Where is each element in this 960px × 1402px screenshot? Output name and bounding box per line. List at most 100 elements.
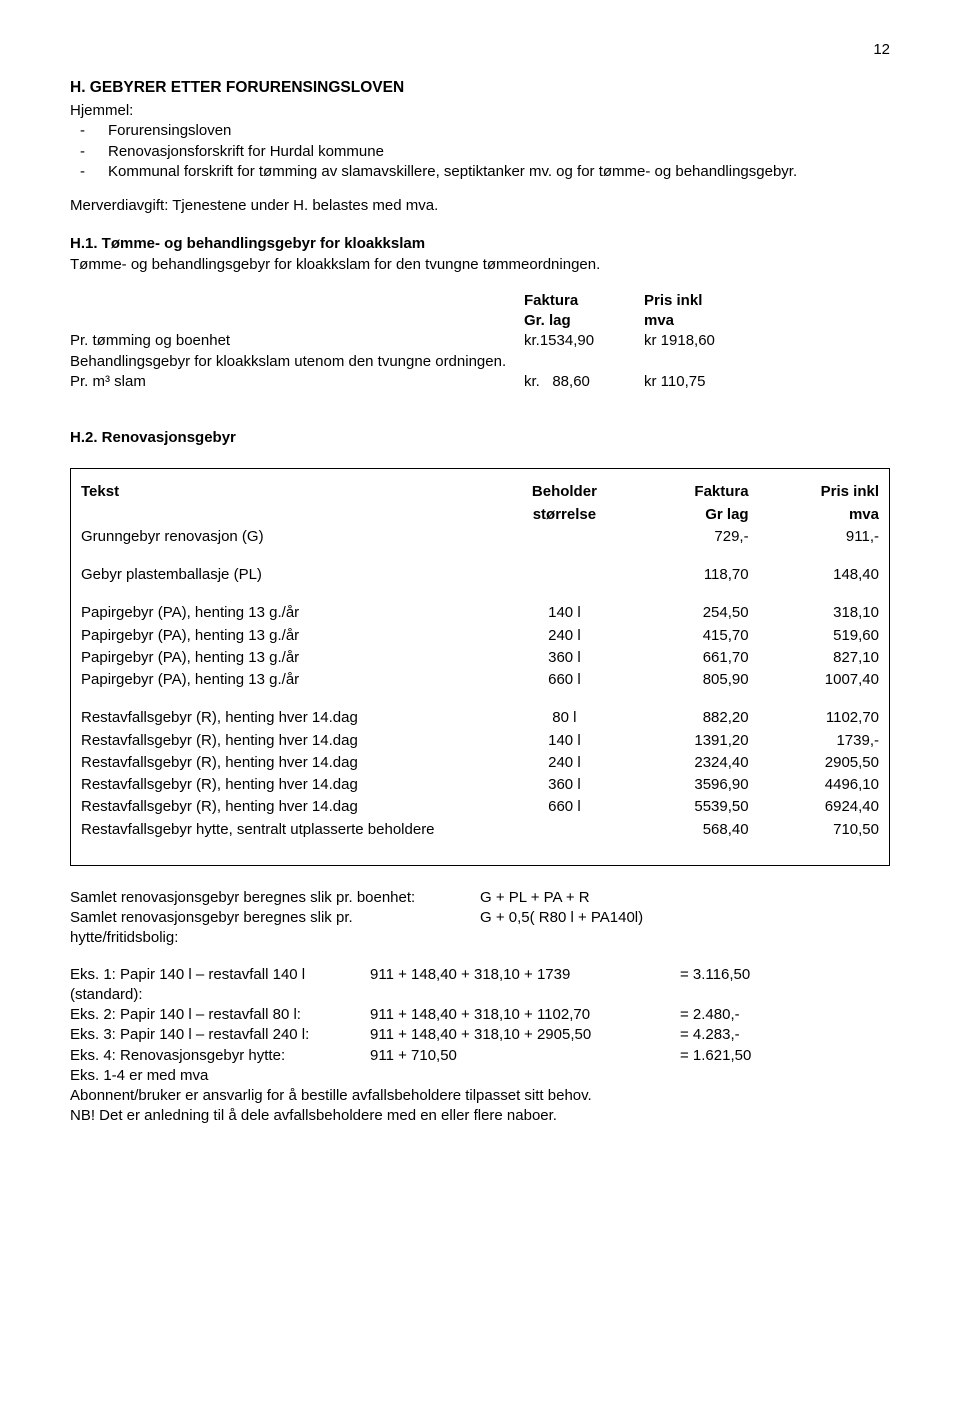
eks-calc: 911 + 148,40 + 318,10 + 2905,50 (370, 1025, 680, 1045)
table-cell-pris: 911,- (755, 526, 885, 548)
h1-title: H.1. Tømme- og behandlingsgebyr for kloa… (70, 234, 890, 254)
footer-line3: NB! Det er anledning til å dele avfallsb… (70, 1106, 890, 1126)
table-cell-tekst: Restavfallsgebyr (R), henting hver 14.da… (75, 796, 505, 818)
table-cell-tekst: Papirgebyr (PA), henting 13 g./år (75, 669, 505, 691)
bullet-item: Renovasjonsforskrift for Hurdal kommune (108, 142, 384, 162)
table-cell-beholder: 140 l (505, 730, 625, 752)
h2-title: H.2. Renovasjonsgebyr (70, 428, 890, 448)
th-faktura: Faktura (624, 481, 754, 503)
table-cell-tekst: Papirgebyr (PA), henting 13 g./år (75, 647, 505, 669)
th-grlag: Gr lag (624, 504, 754, 526)
table-cell-faktura: 661,70 (624, 647, 754, 669)
table-cell-tekst: Papirgebyr (PA), henting 13 g./år (75, 625, 505, 647)
table-cell-faktura: 254,50 (624, 602, 754, 624)
table-cell-pris: 519,60 (755, 625, 885, 647)
table-cell-faktura: 805,90 (624, 669, 754, 691)
table-cell-tekst: Restavfallsgebyr (R), henting hver 14.da… (75, 707, 505, 729)
calc-line2-label: Samlet renovasjonsgebyr beregnes slik pr… (70, 908, 460, 949)
table-cell-pris: 6924,40 (755, 796, 885, 818)
footer-line1: Eks. 1-4 er med mva (70, 1066, 890, 1086)
h1-behandling-line: Behandlingsgebyr for kloakkslam utenom d… (70, 352, 890, 372)
h1-hdr-mva: mva (640, 311, 790, 331)
h1-hdr-grlag: Gr. lag (500, 311, 640, 331)
table-cell-tekst: Restavfallsgebyr hytte, sentralt utplass… (75, 819, 505, 841)
eks-label: Eks. 2: Papir 140 l – restavfall 80 l: (70, 1005, 370, 1025)
table-cell-beholder (505, 564, 625, 586)
table-cell-beholder: 240 l (505, 752, 625, 774)
h1-hdr-prisinkl: Pris inkl (640, 291, 790, 311)
eks-sum: = 1.621,50 (680, 1046, 790, 1066)
section-h-title: H. GEBYRER ETTER FORURENSINGSLOVEN (70, 78, 890, 99)
eks-sum: = 2.480,- (680, 1005, 790, 1025)
table-cell-faktura: 882,20 (624, 707, 754, 729)
table-cell-faktura: 118,70 (624, 564, 754, 586)
h1-row-label: Pr. tømming og boenhet (70, 331, 500, 351)
bullet-dash: - (70, 121, 108, 141)
table-cell-beholder: 360 l (505, 647, 625, 669)
h2-table-container: Tekst Beholder Faktura Pris inkl størrel… (70, 468, 890, 866)
th-mva: mva (755, 504, 885, 526)
table-cell-beholder (505, 819, 625, 841)
table-cell-pris: 318,10 (755, 602, 885, 624)
table-cell-faktura: 3596,90 (624, 774, 754, 796)
table-cell-beholder: 360 l (505, 774, 625, 796)
table-cell-beholder: 660 l (505, 669, 625, 691)
mva-line: Merverdiavgift: Tjenestene under H. bela… (70, 196, 890, 216)
h1-row2-label: Pr. m³ slam (70, 372, 500, 392)
table-cell-faktura: 5539,50 (624, 796, 754, 818)
table-cell-pris: 1739,- (755, 730, 885, 752)
th-storrelse: størrelse (505, 504, 625, 526)
h1-hdr-faktura: Faktura (500, 291, 640, 311)
bullet-item: Kommunal forskrift for tømming av slamav… (108, 162, 797, 182)
h1-intro: Tømme- og behandlingsgebyr for kloakksla… (70, 255, 890, 275)
eks-calc: 911 + 148,40 + 318,10 + 1102,70 (370, 1005, 680, 1025)
table-cell-tekst: Gebyr plastemballasje (PL) (75, 564, 505, 586)
hjemmel-label: Hjemmel: (70, 101, 890, 121)
table-cell-beholder (505, 526, 625, 548)
bullet-dash: - (70, 162, 108, 182)
calc-line1-formula: G + PL + PA + R (480, 888, 780, 908)
bullet-item: Forurensingsloven (108, 121, 231, 141)
table-cell-tekst: Grunngebyr renovasjon (G) (75, 526, 505, 548)
table-cell-tekst: Papirgebyr (PA), henting 13 g./år (75, 602, 505, 624)
table-cell-faktura: 2324,40 (624, 752, 754, 774)
table-cell-beholder: 240 l (505, 625, 625, 647)
table-cell-pris: 710,50 (755, 819, 885, 841)
th-beholder: Beholder (505, 481, 625, 503)
eks-sum: = 3.116,50 (680, 965, 790, 1006)
th-prisinkl: Pris inkl (755, 481, 885, 503)
h1-row-pris: kr 1918,60 (640, 331, 790, 351)
table-cell-pris: 1007,40 (755, 669, 885, 691)
table-cell-pris: 148,40 (755, 564, 885, 586)
table-cell-pris: 2905,50 (755, 752, 885, 774)
table-cell-beholder: 660 l (505, 796, 625, 818)
table-cell-tekst: Restavfallsgebyr (R), henting hver 14.da… (75, 774, 505, 796)
th-tekst: Tekst (75, 481, 505, 503)
table-cell-tekst: Restavfallsgebyr (R), henting hver 14.da… (75, 752, 505, 774)
table-cell-beholder: 140 l (505, 602, 625, 624)
eks-sum: = 4.283,- (680, 1025, 790, 1045)
table-cell-faktura: 1391,20 (624, 730, 754, 752)
h1-row2-pris: kr 110,75 (640, 372, 790, 392)
table-cell-faktura: 729,- (624, 526, 754, 548)
bullet-dash: - (70, 142, 108, 162)
table-cell-faktura: 568,40 (624, 819, 754, 841)
table-cell-pris: 4496,10 (755, 774, 885, 796)
eks-label: Eks. 1: Papir 140 l – restavfall 140 l (… (70, 965, 370, 1006)
table-cell-pris: 827,10 (755, 647, 885, 669)
table-cell-faktura: 415,70 (624, 625, 754, 647)
eks-calc: 911 + 710,50 (370, 1046, 680, 1066)
table-cell-pris: 1102,70 (755, 707, 885, 729)
eks-label: Eks. 3: Papir 140 l – restavfall 240 l: (70, 1025, 370, 1045)
footer-line2: Abonnent/bruker er ansvarlig for å besti… (70, 1086, 890, 1106)
eks-label: Eks. 4: Renovasjonsgebyr hytte: (70, 1046, 370, 1066)
table-cell-tekst: Restavfallsgebyr (R), henting hver 14.da… (75, 730, 505, 752)
eks-calc: 911 + 148,40 + 318,10 + 1739 (370, 965, 680, 1006)
page-number: 12 (70, 40, 890, 60)
table-cell-beholder: 80 l (505, 707, 625, 729)
h2-table: Tekst Beholder Faktura Pris inkl størrel… (75, 481, 885, 857)
calc-line2-formula: G + 0,5( R80 l + PA140l) (480, 908, 780, 949)
calc-line1-label: Samlet renovasjonsgebyr beregnes slik pr… (70, 888, 460, 908)
h1-row2-faktura: kr. 88,60 (500, 372, 640, 392)
h1-row-faktura: kr.1534,90 (500, 331, 640, 351)
